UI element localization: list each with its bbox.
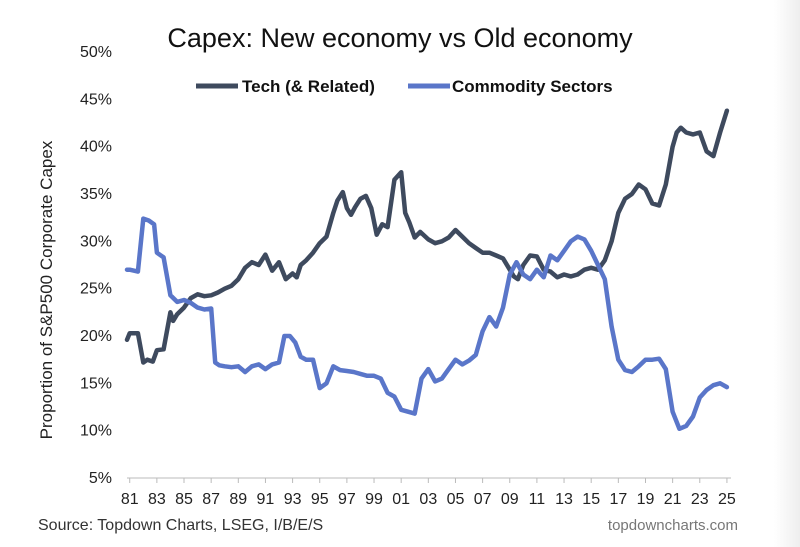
legend-label-tech: Tech (& Related) bbox=[242, 77, 375, 96]
legend-label-commodity: Commodity Sectors bbox=[452, 77, 613, 96]
x-tick-label: 93 bbox=[284, 491, 302, 508]
x-tick-label: 07 bbox=[474, 491, 492, 508]
x-tick-label: 03 bbox=[419, 491, 437, 508]
y-tick-label: 40% bbox=[80, 139, 112, 156]
x-tick-label: 99 bbox=[365, 491, 383, 508]
page-edge bbox=[774, 0, 800, 547]
y-tick-label: 30% bbox=[80, 233, 112, 250]
x-tick-label: 09 bbox=[501, 491, 519, 508]
x-tick-labels: 81 83 85 87 89 91 93 95 97 99 01 03 05 07 09 11 13 15 17 19… bbox=[121, 478, 736, 508]
x-tick-label: 95 bbox=[311, 491, 329, 508]
x-tick-label: 11 bbox=[529, 491, 546, 508]
source-note: Source: Topdown Charts, LSEG, I/B/E/S bbox=[38, 517, 323, 534]
x-tick-label: 89 bbox=[229, 491, 247, 508]
x-tick-label: 05 bbox=[447, 491, 465, 508]
x-tick-label: 01 bbox=[392, 491, 410, 508]
x-tick-label: 81 bbox=[121, 491, 139, 508]
x-tick-label: 25 bbox=[718, 491, 736, 508]
x-tick-label: 19 bbox=[637, 491, 655, 508]
y-tick-label: 10% bbox=[80, 423, 112, 440]
y-axis-label: Proportion of S&P500 Corporate Capex bbox=[37, 140, 56, 439]
x-tick-label: 85 bbox=[175, 491, 193, 508]
x-tick-label: 15 bbox=[582, 491, 600, 508]
x-tick-label: 97 bbox=[338, 491, 356, 508]
y-tick-label: 15% bbox=[80, 375, 112, 392]
y-tick-label: 25% bbox=[80, 281, 112, 298]
watermark: topdowncharts.com bbox=[608, 517, 738, 534]
chart-title: Capex: New economy vs Old economy bbox=[167, 23, 633, 53]
x-tick-label: 21 bbox=[664, 491, 682, 508]
series-line-tech bbox=[124, 108, 730, 365]
y-tick-label: 50% bbox=[80, 44, 112, 61]
legend: Tech (& Related) Commodity Sectors bbox=[196, 77, 613, 96]
x-tick-label: 91 bbox=[257, 491, 275, 508]
series-lines bbox=[124, 108, 730, 432]
x-tick-label: 87 bbox=[202, 491, 220, 508]
x-tick-label: 83 bbox=[148, 491, 166, 508]
y-tick-label: 5% bbox=[89, 470, 112, 487]
x-tick-label: 13 bbox=[555, 491, 573, 508]
y-tick-label: 35% bbox=[80, 186, 112, 203]
y-tick-label: 20% bbox=[80, 328, 112, 345]
y-tick-labels: 5% 10% 15% 20% 25% 30% 35% 40% 45% 50% bbox=[80, 44, 112, 487]
series-line-commodity bbox=[124, 216, 730, 432]
y-tick-label: 45% bbox=[80, 91, 112, 108]
x-tick-label: 17 bbox=[609, 491, 627, 508]
x-tick-label: 23 bbox=[691, 491, 709, 508]
